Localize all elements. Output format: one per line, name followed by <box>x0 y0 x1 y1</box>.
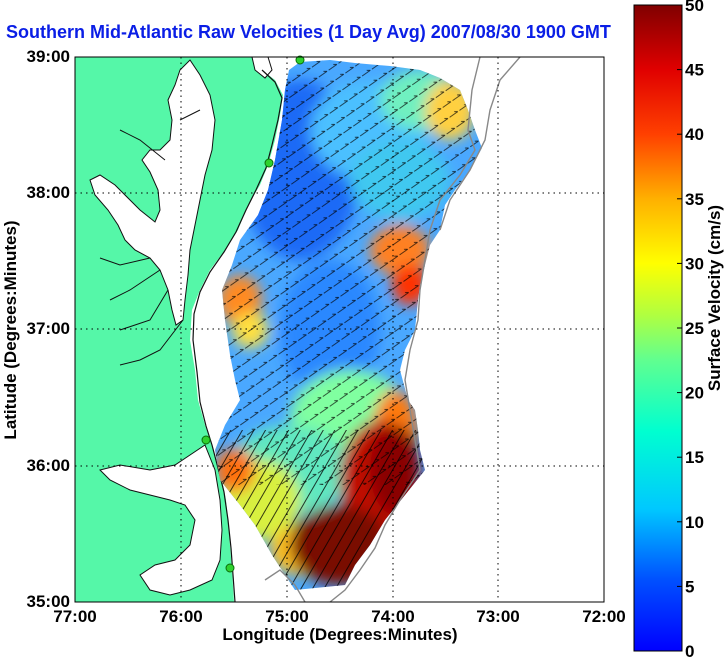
y-tick-label: 39:00 <box>27 47 70 66</box>
x-tick-label: 75:00 <box>265 607 308 626</box>
colorbar-tick-label: 0 <box>685 642 694 659</box>
grid <box>75 57 604 602</box>
station-marker-duck <box>201 435 211 445</box>
colorbar-tick-label: 20 <box>685 384 704 403</box>
colorbar-tick-label: 30 <box>685 254 704 273</box>
colorbar-tick-label: 35 <box>685 190 704 209</box>
bay-rivers <box>99 109 201 366</box>
plot-frame <box>74 56 605 603</box>
colorbar-tick-label: 15 <box>685 448 704 467</box>
station-marker-brmr <box>295 55 305 65</box>
pamlico-sound <box>99 444 223 596</box>
bathymetry-contour <box>329 57 481 602</box>
colorbar-tick-label: 40 <box>685 125 704 144</box>
colorbar <box>633 4 683 652</box>
station-marker-assateague <box>264 158 274 168</box>
y-axis-label: Latitude (Degrees:Minutes) <box>1 220 20 439</box>
colorbar-tick-label: 5 <box>685 577 694 596</box>
colorbar-tick-label: 25 <box>685 319 704 338</box>
colorbar-tick-label: 10 <box>685 513 704 532</box>
y-tick-label: 38:00 <box>27 183 70 202</box>
x-tick-label: 73:00 <box>476 607 519 626</box>
colorbar-tick-label: 45 <box>685 61 704 80</box>
y-tick-label: 35:00 <box>27 592 70 611</box>
x-tick-label: 74:00 <box>371 607 414 626</box>
x-axis-label: Longitude (Degrees:Minutes) <box>222 625 457 644</box>
y-tick-label: 36:00 <box>27 456 70 475</box>
y-tick-label: 37:00 <box>27 319 70 338</box>
colorbar-label: Surface Velocity (cm/s) <box>705 205 724 391</box>
x-tick-label: 72:00 <box>582 607 625 626</box>
chesapeake-bay <box>89 59 216 326</box>
colorbar-ticks: 0 5 10 15 20 25 30 35 40 45 50 <box>677 0 704 659</box>
plot-title: Southern Mid-Atlantic Raw Velocities (1 … <box>6 22 611 42</box>
coastline <box>192 69 283 602</box>
station-marker-hatteras <box>225 563 235 573</box>
delaware-bay <box>251 57 273 79</box>
colorbar-tick-label: 50 <box>685 0 704 15</box>
x-tick-label: 77:00 <box>53 607 96 626</box>
x-tick-label: 76:00 <box>159 607 202 626</box>
y-tick-labels: 39:00 38:00 37:00 36:00 35:00 <box>27 47 70 611</box>
x-tick-labels: 77:00 76:00 75:00 74:00 73:00 72:00 <box>53 607 625 626</box>
bathymetry-contour-south <box>264 569 306 602</box>
bathymetry-contour-outer <box>439 57 521 231</box>
